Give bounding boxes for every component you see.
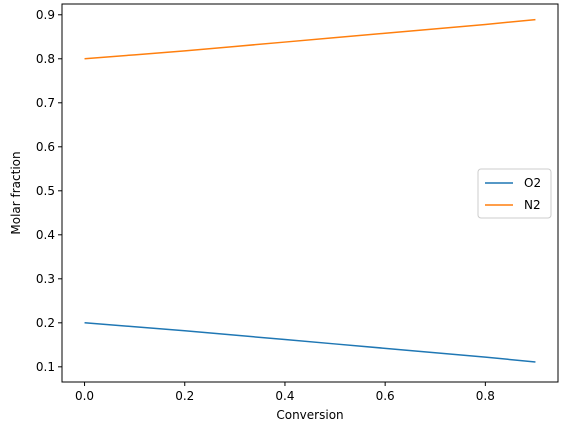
legend-label-n2: N2 — [524, 198, 541, 212]
x-tick-label: 0.6 — [376, 389, 395, 403]
y-tick-label: 0.6 — [36, 140, 55, 154]
series-line-n2 — [84, 18, 536, 60]
series-layer — [84, 18, 536, 363]
y-tick-label: 0.9 — [36, 8, 55, 22]
y-tick-label: 0.8 — [36, 52, 55, 66]
y-tick-label: 0.3 — [36, 272, 55, 286]
y-ticks: 0.1 0.2 0.3 0.4 0.5 0.6 0.7 0.8 0.9 — [36, 8, 62, 374]
y-tick-label: 0.4 — [36, 228, 55, 242]
legend-label-o2: O2 — [524, 176, 541, 190]
x-tick-label: 0.0 — [75, 389, 94, 403]
legend: O2 N2 — [477, 168, 552, 219]
x-axis-label: Conversion — [276, 408, 343, 422]
x-tick-label: 0.4 — [275, 389, 294, 403]
y-tick-label: 0.5 — [36, 184, 55, 198]
plot-area — [62, 4, 558, 382]
plot-frame — [61, 3, 559, 383]
x-tick-label: 0.8 — [476, 389, 495, 403]
y-tick-label: 0.2 — [36, 316, 55, 330]
x-tick-label: 0.2 — [175, 389, 194, 403]
y-axis-label: Molar fraction — [9, 151, 23, 234]
x-ticks: 0.0 0.2 0.4 0.6 0.8 — [75, 382, 495, 403]
series-line-o2 — [84, 322, 536, 363]
y-tick-label: 0.7 — [36, 96, 55, 110]
y-tick-label: 0.1 — [36, 360, 55, 374]
